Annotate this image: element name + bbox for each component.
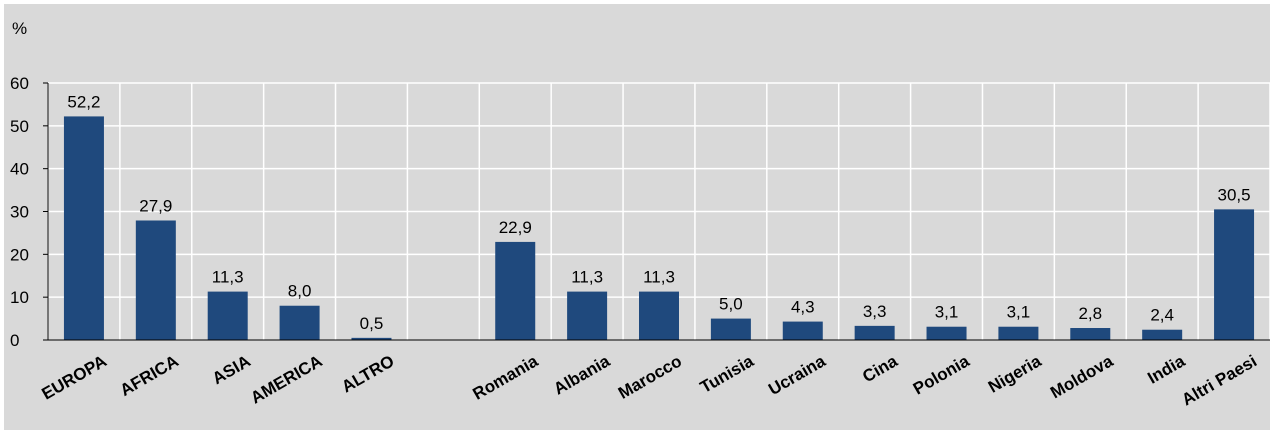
- bar: [998, 326, 1039, 340]
- y-tick-label: 30: [10, 203, 29, 222]
- bar: [639, 291, 679, 340]
- bar: [854, 325, 895, 340]
- bar: [495, 241, 536, 340]
- data-label: 30,5: [1218, 185, 1251, 204]
- bar: [63, 116, 104, 340]
- data-label: 4,3: [791, 298, 815, 317]
- data-label: 2,4: [1150, 306, 1174, 325]
- data-label: 3,1: [935, 303, 959, 322]
- bar: [1214, 209, 1255, 340]
- y-tick-label: 10: [10, 288, 29, 307]
- data-label: 8,0: [288, 282, 312, 301]
- data-label: 3,1: [1007, 303, 1031, 322]
- data-label: 27,9: [139, 196, 172, 215]
- y-tick-label: 60: [10, 74, 29, 93]
- y-tick-label: 50: [10, 117, 29, 136]
- y-tick-label: 20: [10, 245, 29, 264]
- data-label: 11,3: [212, 268, 244, 287]
- bar: [710, 318, 751, 340]
- bar: [567, 291, 608, 340]
- data-label: 52,2: [67, 92, 100, 111]
- data-label: 2,8: [1078, 304, 1102, 323]
- data-label: 11,3: [643, 268, 675, 287]
- data-label: 5,0: [719, 295, 743, 314]
- bar: [1070, 328, 1111, 340]
- y-axis-label: %: [12, 19, 27, 38]
- bar: [279, 305, 320, 340]
- data-label: 22,9: [499, 218, 532, 237]
- bar: [351, 337, 392, 340]
- data-label: 11,3: [571, 268, 603, 287]
- bar: [782, 321, 823, 340]
- y-tick-label: 0: [10, 331, 19, 350]
- bar: [207, 291, 248, 340]
- bar: [1142, 329, 1183, 340]
- data-label: 0,5: [360, 314, 384, 333]
- y-tick-label: 40: [10, 160, 29, 179]
- plot-background: [4, 4, 1270, 430]
- bar: [135, 220, 176, 340]
- data-label: 3,3: [863, 302, 887, 321]
- bar: [926, 326, 967, 340]
